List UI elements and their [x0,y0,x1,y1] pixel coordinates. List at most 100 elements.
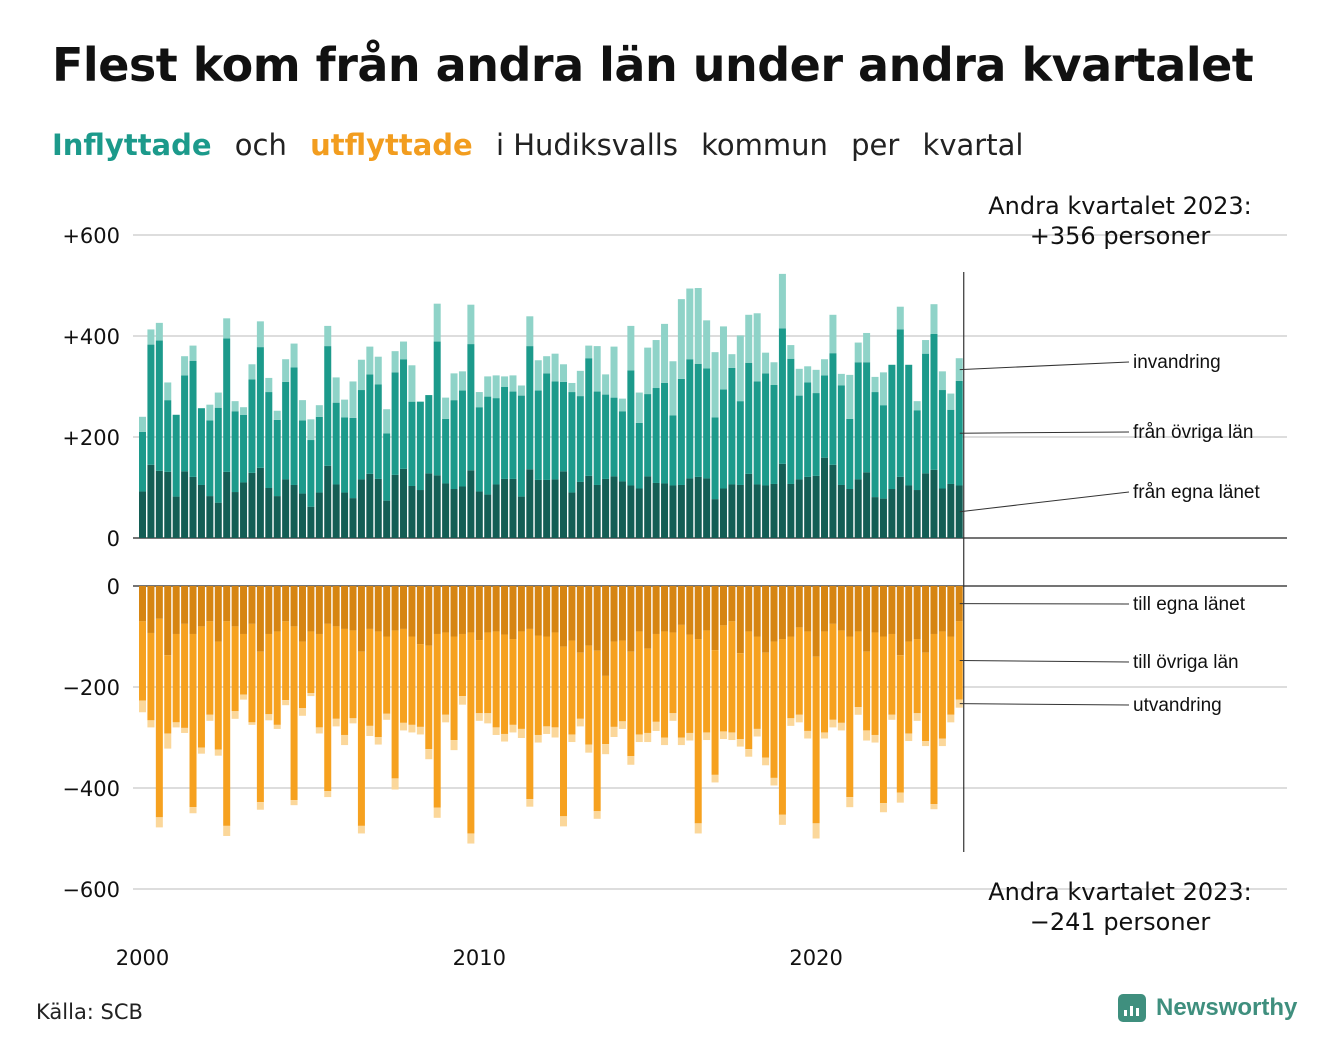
bar-in-ovriga-lan [913,410,921,491]
bar-in-ovriga-lan [602,394,610,479]
bar-out-ovriga-lan [837,630,845,723]
bar-in-ovriga-lan [458,390,466,487]
bar-out-utvandring [315,727,323,734]
subtitle-word-kommun: kommun [701,128,828,162]
bar-in-invandring [467,304,475,345]
bar-in-ovriga-lan [282,381,290,480]
bar-in-invandring [155,322,163,341]
bar-out-utvandring [669,713,677,721]
bar-in-egna-lanet [930,469,938,538]
bar-in-ovriga-lan [686,359,694,479]
bar-out-ovriga-lan [147,632,155,721]
bar-out-ovriga-lan [686,634,694,733]
bar-out-ovriga-lan [458,633,466,697]
bar-in-egna-lanet [433,475,441,538]
bar-in-invandring [686,288,694,360]
bar-out-ovriga-lan [694,639,702,824]
series-label-in: invandring [1133,352,1221,373]
bar-out-utvandring [425,749,433,760]
bar-in-invandring [922,340,930,354]
bar-in-invandring [804,366,812,383]
bar-in-egna-lanet [551,479,559,538]
series-label-out: utvandring [1133,695,1222,716]
bar-in-egna-lanet [206,496,214,538]
bar-out-egna-lanet [585,586,593,646]
bar-in-egna-lanet [896,476,904,538]
bar-in-ovriga-lan [896,329,904,477]
bar-out-utvandring [879,803,887,813]
bar-out-utvandring [332,718,340,727]
bar-in-egna-lanet [736,484,744,538]
bar-in-invandring [214,392,222,408]
bar-out-egna-lanet [618,586,626,641]
bar-in-ovriga-lan [837,385,845,485]
series-connector-in [959,491,1130,513]
bar-out-ovriga-lan [778,639,786,815]
bar-out-ovriga-lan [888,633,896,715]
bar-in-egna-lanet [879,498,887,538]
bar-out-ovriga-lan [711,650,719,775]
bar-in-invandring [509,375,517,392]
bar-in-egna-lanet [560,471,567,538]
bar-in-ovriga-lan [593,391,601,485]
bar-out-egna-lanet [534,586,542,636]
bar-out-ovriga-lan [652,633,660,722]
bar-in-invandring [341,399,349,418]
bar-in-egna-lanet [139,491,146,538]
bar-in-ovriga-lan [172,414,180,497]
bar-in-invandring [357,359,365,391]
bar-in-invandring [231,401,239,412]
bar-out-egna-lanet [703,586,711,631]
bar-in-ovriga-lan [492,398,500,485]
bar-out-utvandring [778,814,786,825]
bar-out-egna-lanet [181,586,189,624]
x-tick-label: 2010 [453,946,506,970]
bar-in-ovriga-lan [206,420,214,497]
bar-in-egna-lanet [366,473,374,538]
bar-out-egna-lanet [155,586,163,619]
bar-in-egna-lanet [543,479,551,538]
bar-in-invandring [787,345,795,359]
bar-in-ovriga-lan [930,333,938,470]
bar-out-utvandring [467,833,475,844]
bar-out-egna-lanet [922,586,930,653]
bar-in-ovriga-lan [501,387,509,479]
bar-in-ovriga-lan [315,416,323,493]
bar-in-invandring [560,364,567,382]
subtitle-word-kvartal: kvartal [922,128,1024,162]
bar-out-utvandring [795,714,803,723]
bar-in-egna-lanet [416,490,424,538]
chart-title: Flest kom från andra län under andra kva… [52,38,1254,92]
bar-in-egna-lanet [661,483,669,538]
bar-in-egna-lanet [458,486,466,538]
bar-out-ovriga-lan [804,631,812,731]
bar-in-egna-lanet [534,479,542,538]
bar-in-invandring [947,393,955,410]
bar-out-utvandring [627,756,635,765]
bar-out-utvandring [736,739,744,747]
bar-in-invandring [501,376,509,388]
bar-out-ovriga-lan [585,645,593,745]
bar-out-utvandring [593,811,601,819]
bar-out-ovriga-lan [602,675,610,745]
bar-in-invandring [955,358,963,381]
bar-out-utvandring [745,749,753,757]
bar-out-utvandring [560,816,567,827]
bar-in-invandring [450,373,458,401]
chart-subtitle: Inflyttade och utflyttade i Hudiksvalls … [52,128,1037,162]
bar-in-invandring [618,398,626,412]
bar-in-egna-lanet [829,464,837,538]
bar-out-egna-lanet [871,586,879,633]
bar-in-egna-lanet [181,471,189,538]
bar-out-egna-lanet [694,586,702,640]
bar-in-egna-lanet [846,489,854,538]
bar-in-invandring [492,375,500,399]
annotation-top-line1: Andra kvartalet 2023: [988,192,1252,220]
bar-out-ovriga-lan [534,635,542,735]
bar-in-invandring [610,346,618,398]
bar-out-egna-lanet [854,586,862,632]
bar-in-ovriga-lan [433,341,441,476]
bar-out-utvandring [341,734,349,746]
bar-out-egna-lanet [888,586,896,634]
bar-in-egna-lanet [273,496,281,538]
